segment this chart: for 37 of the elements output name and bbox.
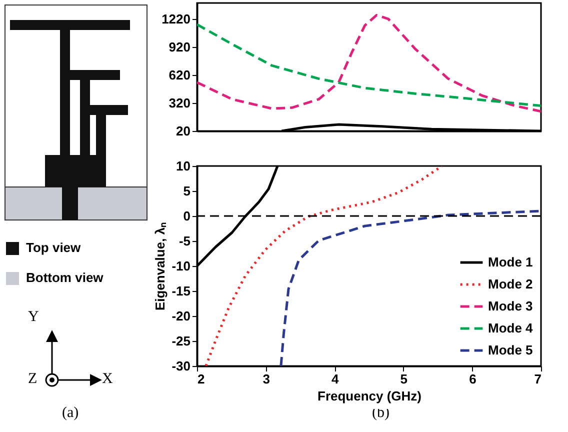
legend-label: Mode 5	[488, 342, 533, 358]
y-tick-label: 320	[168, 95, 190, 110]
y-tick-label: 620	[168, 67, 190, 82]
legend-label: Mode 1	[488, 254, 533, 270]
text: Top view	[26, 240, 81, 255]
y-tick-label: -20	[172, 308, 190, 324]
y-tick-label: -25	[172, 334, 190, 348]
y-tick-label: -5	[178, 234, 190, 248]
y-tick-label: -15	[172, 284, 190, 298]
y-tick-label: 1220	[162, 11, 190, 26]
text: Bottom view	[26, 270, 104, 285]
y-tick-label: 5	[183, 184, 190, 198]
text: Y	[28, 309, 39, 326]
text: X	[102, 371, 113, 388]
y-tick-label: -30	[172, 358, 190, 374]
legend-label: Mode 3	[488, 298, 533, 314]
x-tick-label: 3	[262, 372, 270, 386]
legend-label: Mode 2	[488, 276, 533, 292]
y-axis-title: Eigenvalue, λₙ	[152, 222, 168, 311]
x-tick-label: 7	[534, 372, 542, 386]
y-tick-label: -10	[172, 258, 190, 274]
x-axis-title: Frequency (GHz)	[317, 388, 422, 404]
y-tick-label: 20	[176, 124, 190, 138]
y-tick-label: 10	[176, 158, 190, 174]
x-tick-label: 6	[469, 372, 476, 386]
text: Z	[28, 371, 38, 388]
line-series	[197, 23, 541, 108]
x-tick-label: 2	[198, 372, 205, 386]
x-tick-label: 5	[400, 372, 408, 386]
line-series	[280, 210, 541, 366]
text: (a)	[62, 405, 79, 422]
y-tick-label: 920	[168, 39, 190, 54]
x-tick-label: 4	[331, 372, 340, 386]
legend-label: Mode 4	[488, 320, 534, 336]
line-series	[204, 166, 444, 366]
line-series	[197, 14, 541, 113]
y-tick-label: 0	[183, 208, 190, 224]
